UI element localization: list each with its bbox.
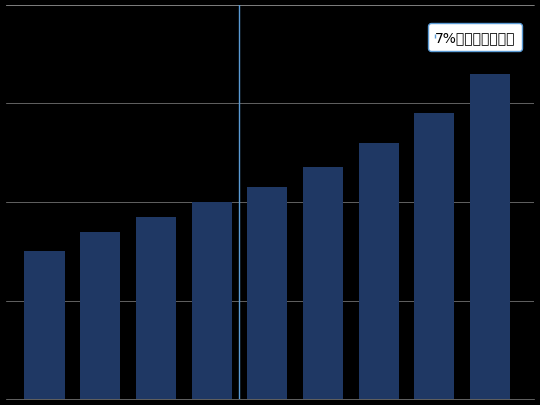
Bar (80, 232, 120, 399)
Bar (414, 114, 454, 399)
Bar (359, 143, 399, 399)
Bar (470, 75, 510, 399)
Bar (192, 202, 232, 399)
Bar (303, 168, 343, 399)
Bar (247, 188, 287, 399)
Bar (136, 217, 176, 399)
Bar (24, 252, 65, 399)
Legend: 7%成長（年平均）: 7%成長（年平均） (428, 24, 522, 52)
